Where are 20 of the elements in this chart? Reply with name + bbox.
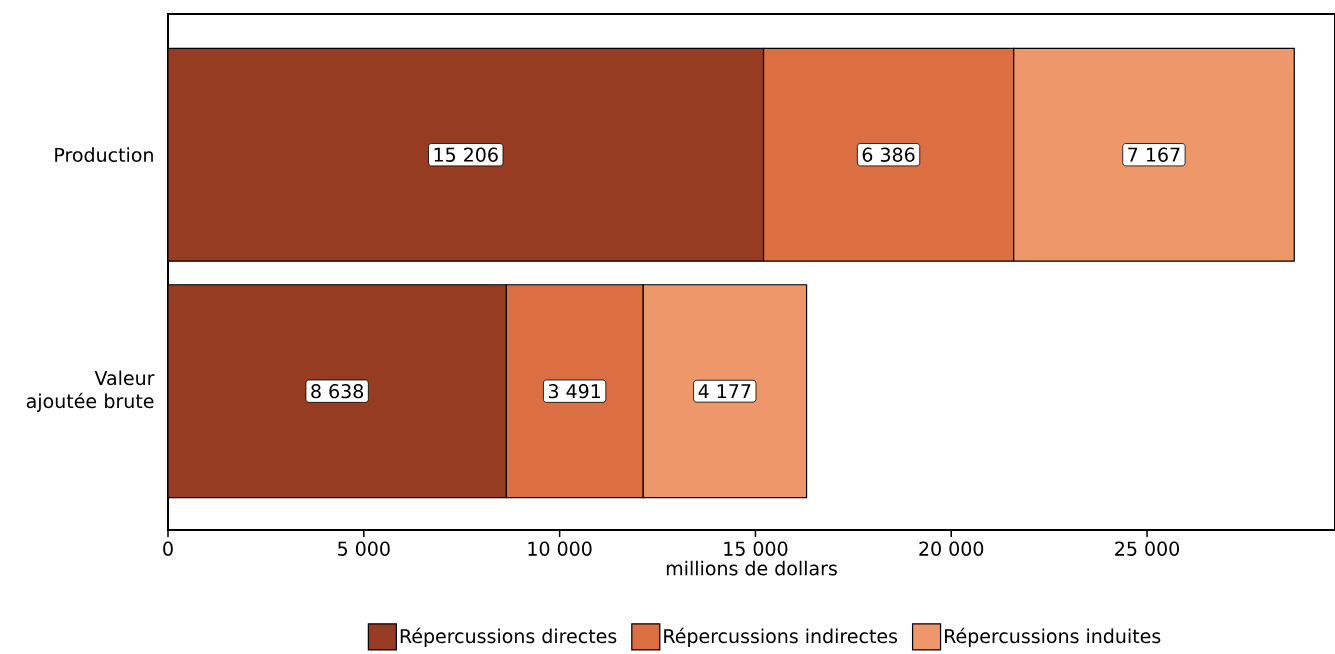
data-label: 6 386 — [862, 147, 915, 162]
legend-label: Répercussions directes — [400, 627, 617, 647]
x-tick-label: 25 000 — [1115, 541, 1179, 556]
bar — [168, 47, 765, 262]
x-tick-label: 0 — [163, 541, 173, 556]
x-tick-label: 15 000 — [724, 541, 788, 556]
bar — [168, 284, 507, 499]
data-label: 7 167 — [1128, 147, 1180, 162]
x-axis-title: millions de dollars — [666, 560, 837, 576]
x-tick-label: 5 000 — [338, 541, 390, 556]
x-tick-label: 10 000 — [528, 541, 592, 556]
data-label: 15 206 — [434, 147, 498, 162]
legend-label: Répercussions indirectes — [664, 627, 898, 647]
y-tick-label: Production — [55, 147, 153, 163]
x-tick-label: 20 000 — [919, 541, 984, 556]
data-label: 3 491 — [548, 383, 601, 399]
y-tick-label: Valeur ajoutée brute — [26, 370, 155, 412]
legend-label: Répercussions induites — [945, 627, 1161, 647]
data-label: 4 177 — [698, 384, 751, 399]
data-label: 8 638 — [311, 383, 364, 399]
